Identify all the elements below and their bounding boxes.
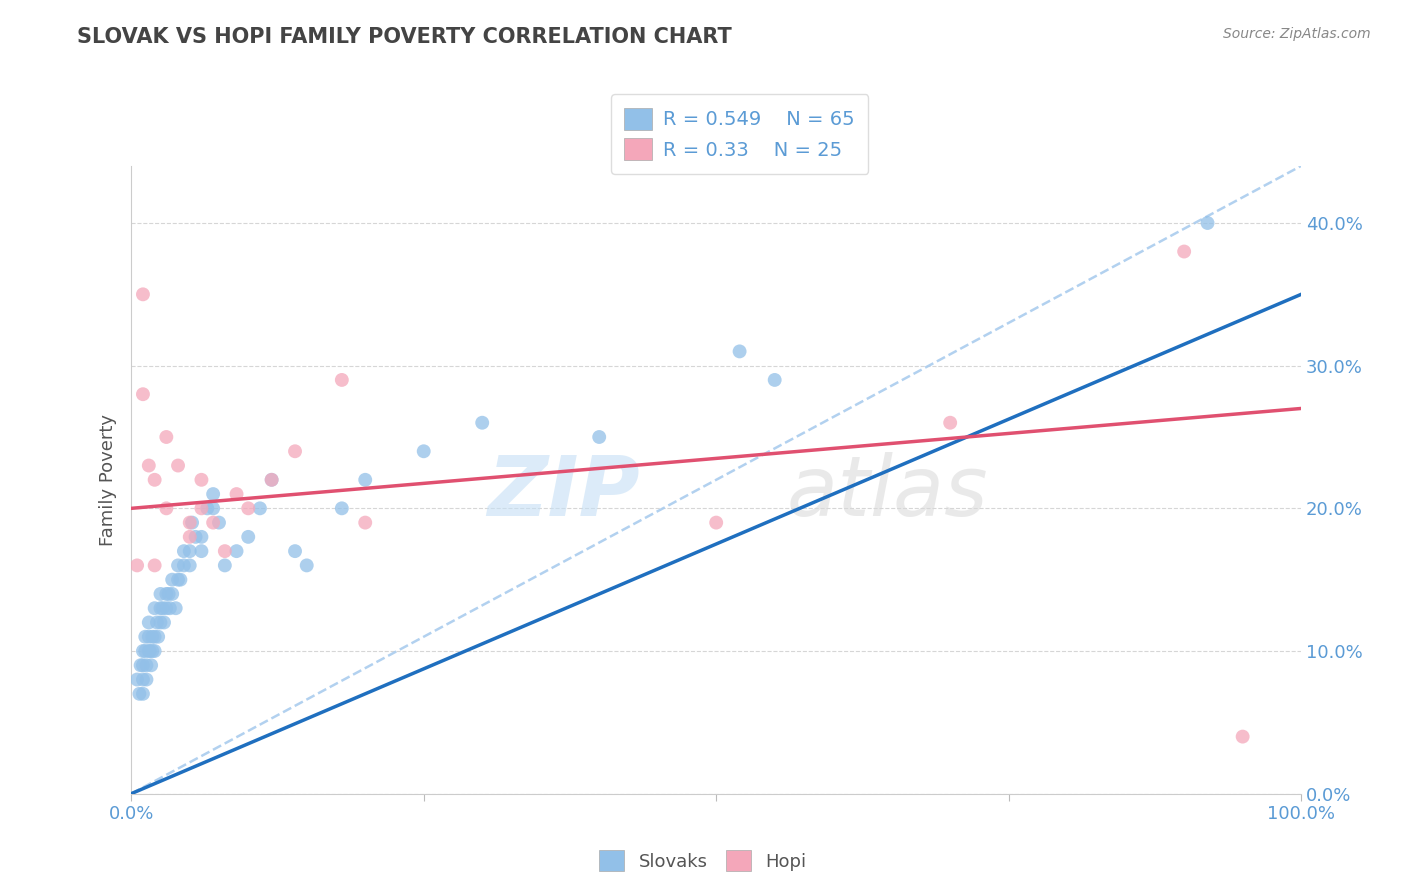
Point [238,530,260,544]
Legend: R = 0.549    N = 65, R = 0.33    N = 25: R = 0.549 N = 65, R = 0.33 N = 25 [610,94,869,174]
Point [143,558,166,573]
Point [138,644,160,658]
Point [135,673,157,687]
Point [153,615,176,630]
Point [139,644,162,658]
Point [214,544,236,558]
Point [155,430,177,444]
Point [728,344,751,359]
Point [284,444,307,458]
Point [139,658,162,673]
Point [143,630,166,644]
Point [143,644,166,658]
Point [295,558,318,573]
Point [167,458,190,473]
Point [330,373,353,387]
Point [160,587,183,601]
Point [208,516,231,530]
Text: Source: ZipAtlas.com: Source: ZipAtlas.com [1223,27,1371,41]
Point [129,658,152,673]
Point [146,615,169,630]
Point [939,416,962,430]
Point [149,587,172,601]
Point [127,558,149,573]
Point [134,644,156,658]
Point [202,516,225,530]
Y-axis label: Family Poverty: Family Poverty [100,414,117,546]
Point [249,501,271,516]
Point [190,544,212,558]
Point [202,487,225,501]
Point [128,687,150,701]
Point [704,516,727,530]
Point [284,544,307,558]
Point [155,501,177,516]
Point [155,601,177,615]
Point [238,501,260,516]
Point [354,516,377,530]
Point [195,501,218,516]
Point [159,601,181,615]
Point [132,673,155,687]
Point [160,573,183,587]
Point [202,501,225,516]
Point [190,530,212,544]
Point [354,473,377,487]
Point [127,673,149,687]
Point [132,687,155,701]
Point [179,544,201,558]
Point [173,558,195,573]
Point [1197,216,1219,230]
Point [149,615,172,630]
Point [1173,244,1195,259]
Point [260,473,283,487]
Point [179,530,201,544]
Point [138,615,160,630]
Point [225,544,247,558]
Point [260,473,283,487]
Point [138,630,160,644]
Point [132,658,155,673]
Point [141,644,163,658]
Point [146,630,169,644]
Legend: Slovaks, Hopi: Slovaks, Hopi [592,843,814,879]
Point [225,487,247,501]
Text: ZIP: ZIP [488,452,640,533]
Point [190,473,212,487]
Point [167,573,190,587]
Point [588,430,610,444]
Point [1232,730,1254,744]
Point [179,558,201,573]
Point [167,558,190,573]
Point [165,601,187,615]
Point [179,516,201,530]
Point [214,558,236,573]
Point [173,544,195,558]
Point [330,501,353,516]
Point [143,473,166,487]
Point [149,601,172,615]
Text: atlas: atlas [786,452,988,533]
Point [132,387,155,401]
Point [132,644,155,658]
Point [190,501,212,516]
Point [169,573,191,587]
Point [152,601,174,615]
Point [132,287,155,301]
Text: SLOVAK VS HOPI FAMILY POVERTY CORRELATION CHART: SLOVAK VS HOPI FAMILY POVERTY CORRELATIO… [77,27,733,46]
Point [135,658,157,673]
Point [134,630,156,644]
Point [143,601,166,615]
Point [141,630,163,644]
Point [138,458,160,473]
Point [157,587,180,601]
Point [184,530,207,544]
Point [412,444,434,458]
Point [471,416,494,430]
Point [181,516,204,530]
Point [155,587,177,601]
Point [763,373,786,387]
